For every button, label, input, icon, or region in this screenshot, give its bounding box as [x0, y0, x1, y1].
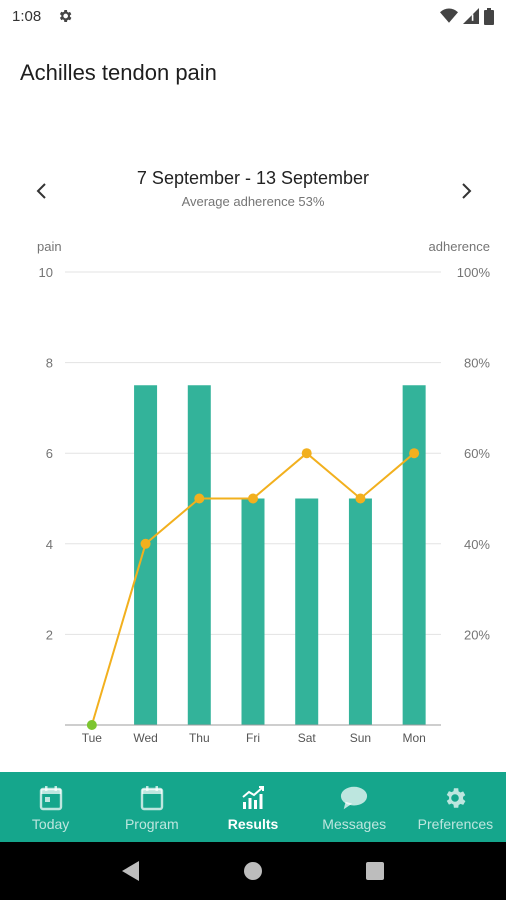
adherence-point-mon — [409, 448, 420, 459]
bar-thu — [187, 385, 211, 725]
system-navigation-bar — [0, 842, 506, 900]
x-tick-label: Wed — [133, 731, 157, 745]
status-time: 1:08 — [12, 7, 42, 25]
chat-bubble-icon — [340, 784, 368, 812]
chevron-left-icon — [36, 183, 46, 199]
settings-gear-icon — [57, 8, 73, 24]
calendar-day-icon — [37, 784, 65, 812]
week-range-label: 7 September - 13 September — [136, 168, 370, 188]
tab-today[interactable]: Today — [0, 772, 101, 842]
right-tick-label: 20% — [464, 627, 490, 642]
right-tick-label: 80% — [464, 356, 490, 371]
x-tick-label: Thu — [189, 731, 210, 745]
adherence-point-tue — [86, 720, 97, 730]
adherence-point-sat — [301, 448, 312, 459]
gear-icon — [441, 784, 469, 812]
system-home-button[interactable] — [238, 856, 268, 886]
left-tick-label: 8 — [46, 356, 53, 371]
tab-results-label: Results — [227, 816, 279, 832]
bar-sun — [348, 498, 372, 725]
adherence-point-sun — [355, 493, 366, 504]
bottom-navigation: Today Program Results Messages Preferenc… — [0, 772, 506, 842]
right-axis-title: adherence — [429, 239, 490, 254]
adherence-point-fri — [248, 493, 258, 504]
tab-program[interactable]: Program — [101, 772, 202, 842]
wifi-icon — [440, 8, 458, 23]
week-navigator: 7 September - 13 September Average adher… — [0, 160, 506, 220]
tab-messages[interactable]: Messages — [304, 772, 405, 842]
chevron-right-icon — [462, 183, 472, 199]
back-triangle-icon — [122, 861, 139, 881]
left-tick-label: 2 — [46, 627, 53, 642]
bar-fri — [241, 498, 265, 725]
previous-week-button[interactable] — [26, 176, 56, 206]
battery-icon — [484, 7, 494, 25]
page-title: Achilles tendon pain — [20, 60, 217, 85]
system-back-button[interactable] — [116, 856, 146, 886]
home-circle-icon — [244, 862, 262, 880]
right-tick-label: 40% — [464, 537, 490, 552]
status-icons — [440, 7, 494, 25]
right-tick-label: 60% — [464, 446, 490, 461]
x-tick-label: Fri — [246, 731, 260, 745]
tab-preferences-label: Preferences — [417, 816, 494, 832]
tab-messages-label: Messages — [322, 816, 387, 832]
bar-wed — [134, 385, 158, 725]
left-tick-label: 4 — [46, 537, 53, 552]
bar-mon — [402, 385, 426, 725]
x-tick-label: Mon — [402, 731, 425, 745]
adherence-point-wed — [140, 538, 151, 549]
recents-square-icon — [366, 862, 384, 880]
bar-sat — [295, 498, 319, 725]
signal-icon — [463, 8, 479, 24]
right-tick-label: 100% — [457, 265, 491, 280]
left-tick-label: 10 — [39, 265, 53, 280]
left-axis-title: pain — [37, 239, 62, 254]
x-tick-label: Sun — [350, 731, 371, 745]
system-recents-button[interactable] — [360, 856, 390, 886]
tab-preferences[interactable]: Preferences — [405, 772, 506, 842]
x-tick-label: Sat — [298, 731, 317, 745]
tab-results[interactable]: Results — [202, 772, 303, 842]
tab-program-label: Program — [124, 816, 179, 832]
chart-icon — [239, 784, 267, 812]
status-bar: 1:08 — [0, 0, 506, 32]
left-tick-label: 6 — [46, 446, 53, 461]
tab-today-label: Today — [31, 816, 70, 832]
next-week-button[interactable] — [452, 176, 482, 206]
calendar-icon — [138, 784, 166, 812]
average-adherence-label: Average adherence 53% — [181, 194, 325, 209]
adherence-point-thu — [194, 493, 205, 504]
pain-adherence-chart: pain adherence 2 20% 4 40% 6 60% 8 80% 10 100% Tue We… — [37, 239, 491, 745]
x-tick-label: Tue — [82, 731, 103, 745]
